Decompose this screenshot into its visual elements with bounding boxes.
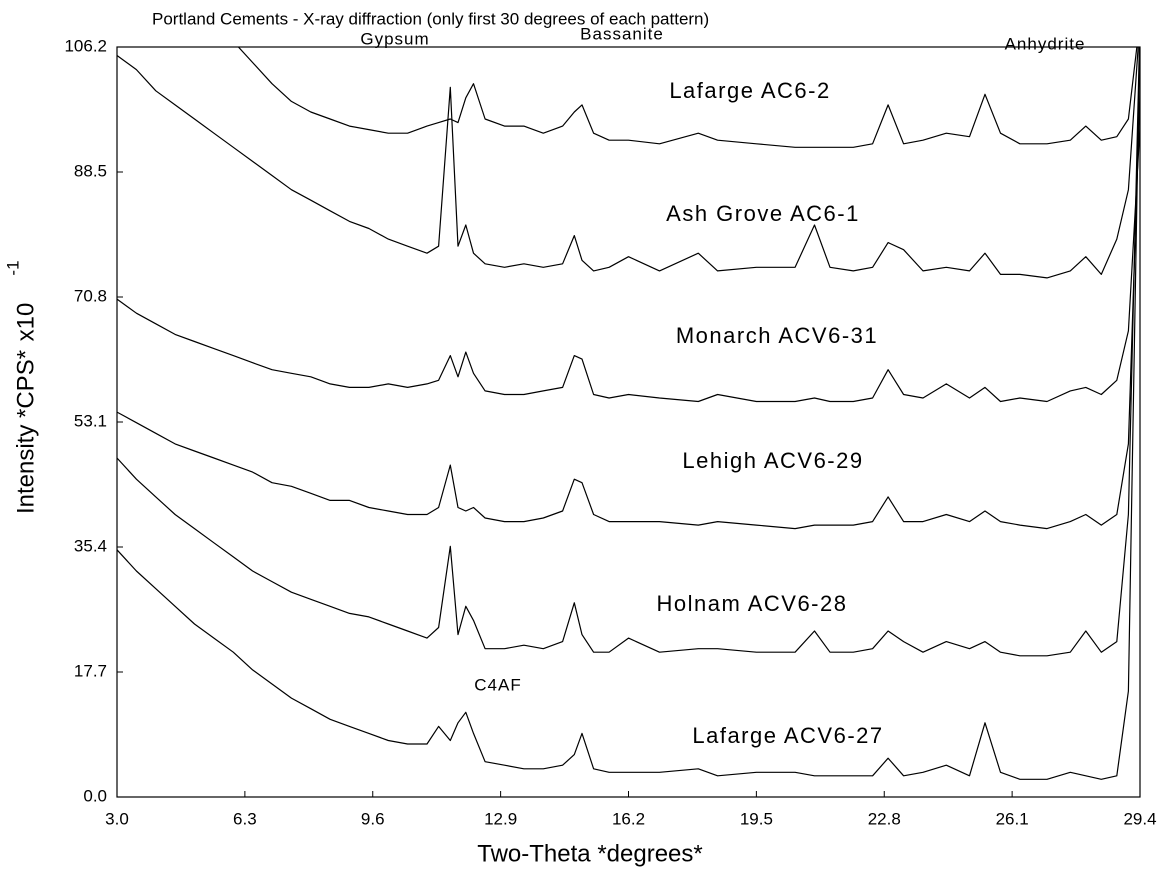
series-label: Monarch ACV6-31 [676, 323, 878, 348]
y-axis-label: Intensity *CPS* [12, 350, 39, 514]
y-tick-label: 106.2 [64, 36, 107, 55]
series-line [237, 47, 1138, 148]
annotation: C4AF [474, 675, 521, 694]
plot-area [117, 47, 1140, 780]
y-axis-multiplier: x10 [12, 303, 39, 342]
chart-title: Portland Cements - X-ray diffraction (on… [152, 9, 709, 28]
y-axis-exponent: -1 [3, 260, 22, 275]
x-tick-label: 12.9 [484, 809, 517, 828]
series-label: Lehigh ACV6-29 [682, 448, 863, 473]
series-line [117, 47, 1140, 657]
y-tick-label: 88.5 [74, 161, 107, 180]
y-tick-label: 0.0 [83, 786, 107, 805]
x-axis-label: Two-Theta *degrees* [477, 840, 702, 867]
x-tick-label: 22.8 [868, 809, 901, 828]
y-tick-label: 35.4 [74, 536, 107, 555]
series-line [117, 126, 1140, 403]
series-line [117, 47, 1139, 279]
x-tick-label: 9.6 [361, 809, 385, 828]
y-tick-label: 70.8 [74, 286, 107, 305]
series-label: Lafarge AC6-2 [669, 78, 830, 103]
series-label: Holnam ACV6-28 [657, 591, 848, 616]
series-line [117, 90, 1140, 530]
annotation: Anhydrite [1005, 34, 1086, 53]
plot-frame [116, 46, 1141, 798]
x-tick-label: 26.1 [996, 809, 1029, 828]
x-tick-label: 29.4 [1123, 809, 1156, 828]
annotation: Bassanite [580, 24, 664, 43]
x-tick-label: 19.5 [740, 809, 773, 828]
x-tick-label: 6.3 [233, 809, 257, 828]
series-label: Ash Grove AC6-1 [666, 201, 860, 226]
y-tick-label: 53.1 [74, 411, 107, 430]
series-label: Lafarge ACV6-27 [692, 723, 883, 748]
y-tick-label: 17.7 [74, 661, 107, 680]
series-line [117, 47, 1140, 780]
x-tick-label: 16.2 [612, 809, 645, 828]
annotation: Gypsum [360, 29, 429, 48]
x-tick-label: 3.0 [105, 809, 129, 828]
